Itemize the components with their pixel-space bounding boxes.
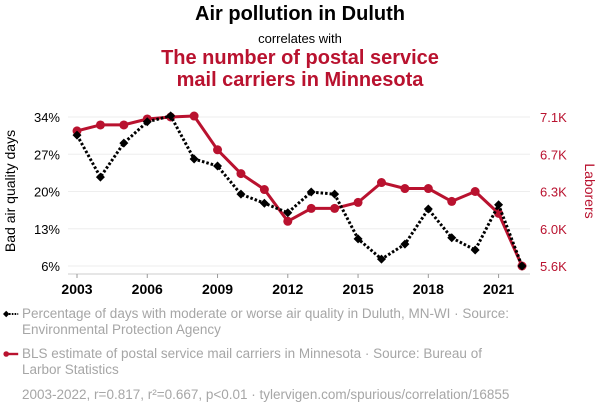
x-axis: 2003 2006 2009 2012 2015 2018 2021 <box>61 273 530 297</box>
series1-point <box>166 111 176 121</box>
y-axis-right: 7.1K 6.7K 6.3K 6.0K 5.6K <box>540 110 567 274</box>
chart-connector-text: correlates with <box>258 31 342 46</box>
series2-point <box>470 187 480 196</box>
series2-point <box>447 196 457 206</box>
series1-point <box>353 234 363 244</box>
chart-title: Air pollution in Duluth <box>195 3 405 25</box>
series1-line <box>75 114 524 267</box>
series2-point <box>330 203 340 213</box>
footer-stats: 2003-2022, r=0.817, r²=0.667, p<0.01 · t… <box>22 387 510 402</box>
series2-point <box>236 169 246 179</box>
chart-subtitle-line-2: mail carriers in Minnesota <box>176 69 424 91</box>
y-axis-right-label: Laborers <box>582 163 598 218</box>
series1-point <box>330 189 340 199</box>
y-right-tick-label: 7.1K <box>540 110 567 125</box>
series1-point <box>470 245 480 255</box>
chart-subtitle: The number of postal service mail carrie… <box>0 47 600 91</box>
gridlines <box>68 116 530 267</box>
legend-label-series2: BLS estimate of postal service mail carr… <box>22 346 482 377</box>
y-axis-left-label: Bad air quality days <box>2 130 18 252</box>
chart-subtitle-line-1: The number of postal service <box>161 47 439 69</box>
red-circle-line-icon <box>3 351 19 357</box>
y-right-tick-label: 5.6K <box>540 259 567 274</box>
series1-point <box>236 189 246 199</box>
series-group <box>72 111 527 271</box>
series1-point <box>259 198 269 208</box>
y-left-tick-label: 34% <box>34 110 60 125</box>
series1-point <box>494 200 504 210</box>
chart-plot: 2003 2006 2009 2012 2015 2018 2021 34% 27% 20% 13… <box>2 110 598 297</box>
x-tick-label: 2006 <box>132 281 163 297</box>
series1-point <box>95 172 105 182</box>
series1-point <box>423 204 433 214</box>
series2-point <box>283 216 293 226</box>
x-tick-label: 2021 <box>483 281 514 297</box>
y-right-tick-label: 6.7K <box>540 147 567 162</box>
series2-point <box>119 120 129 130</box>
series1-point <box>142 117 152 127</box>
series1-point <box>517 261 527 271</box>
dotted-diamond-line-icon <box>3 310 19 318</box>
y-left-tick-label: 13% <box>34 222 60 237</box>
x-tick-label: 2018 <box>413 281 444 297</box>
series1-point <box>213 161 223 171</box>
series2-point <box>306 203 316 213</box>
series1-point <box>119 138 129 148</box>
series2-point <box>400 184 410 194</box>
series1-point <box>72 130 82 140</box>
series2-point <box>423 184 433 194</box>
y-left-tick-label: 27% <box>34 147 60 162</box>
y-right-tick-label: 6.0K <box>540 222 567 237</box>
y-right-tick-label: 6.3K <box>540 185 567 200</box>
y-axis-left: 34% 27% 20% 13% 6% <box>34 110 60 274</box>
x-tick-label: 2009 <box>202 281 233 297</box>
series2-point <box>259 185 269 195</box>
x-tick-label: 2015 <box>342 281 373 297</box>
series1-point <box>376 254 386 264</box>
series1-point <box>400 239 410 249</box>
series1-point <box>283 208 293 218</box>
x-tick-label: 2003 <box>61 281 92 297</box>
series1-point <box>189 154 199 164</box>
series2-point <box>95 120 105 130</box>
y-left-tick-label: 20% <box>34 185 60 200</box>
x-tick-label: 2012 <box>272 281 303 297</box>
series1-point <box>306 187 316 197</box>
series2-point <box>189 111 199 121</box>
series2-point <box>213 145 223 155</box>
series2-point <box>353 197 363 207</box>
series2-point <box>376 178 386 188</box>
y-left-tick-label: 6% <box>41 259 60 274</box>
series2-point <box>494 208 504 218</box>
legend-label-series1: Percentage of days with moderate or wors… <box>22 306 509 337</box>
series1-point <box>447 233 457 243</box>
